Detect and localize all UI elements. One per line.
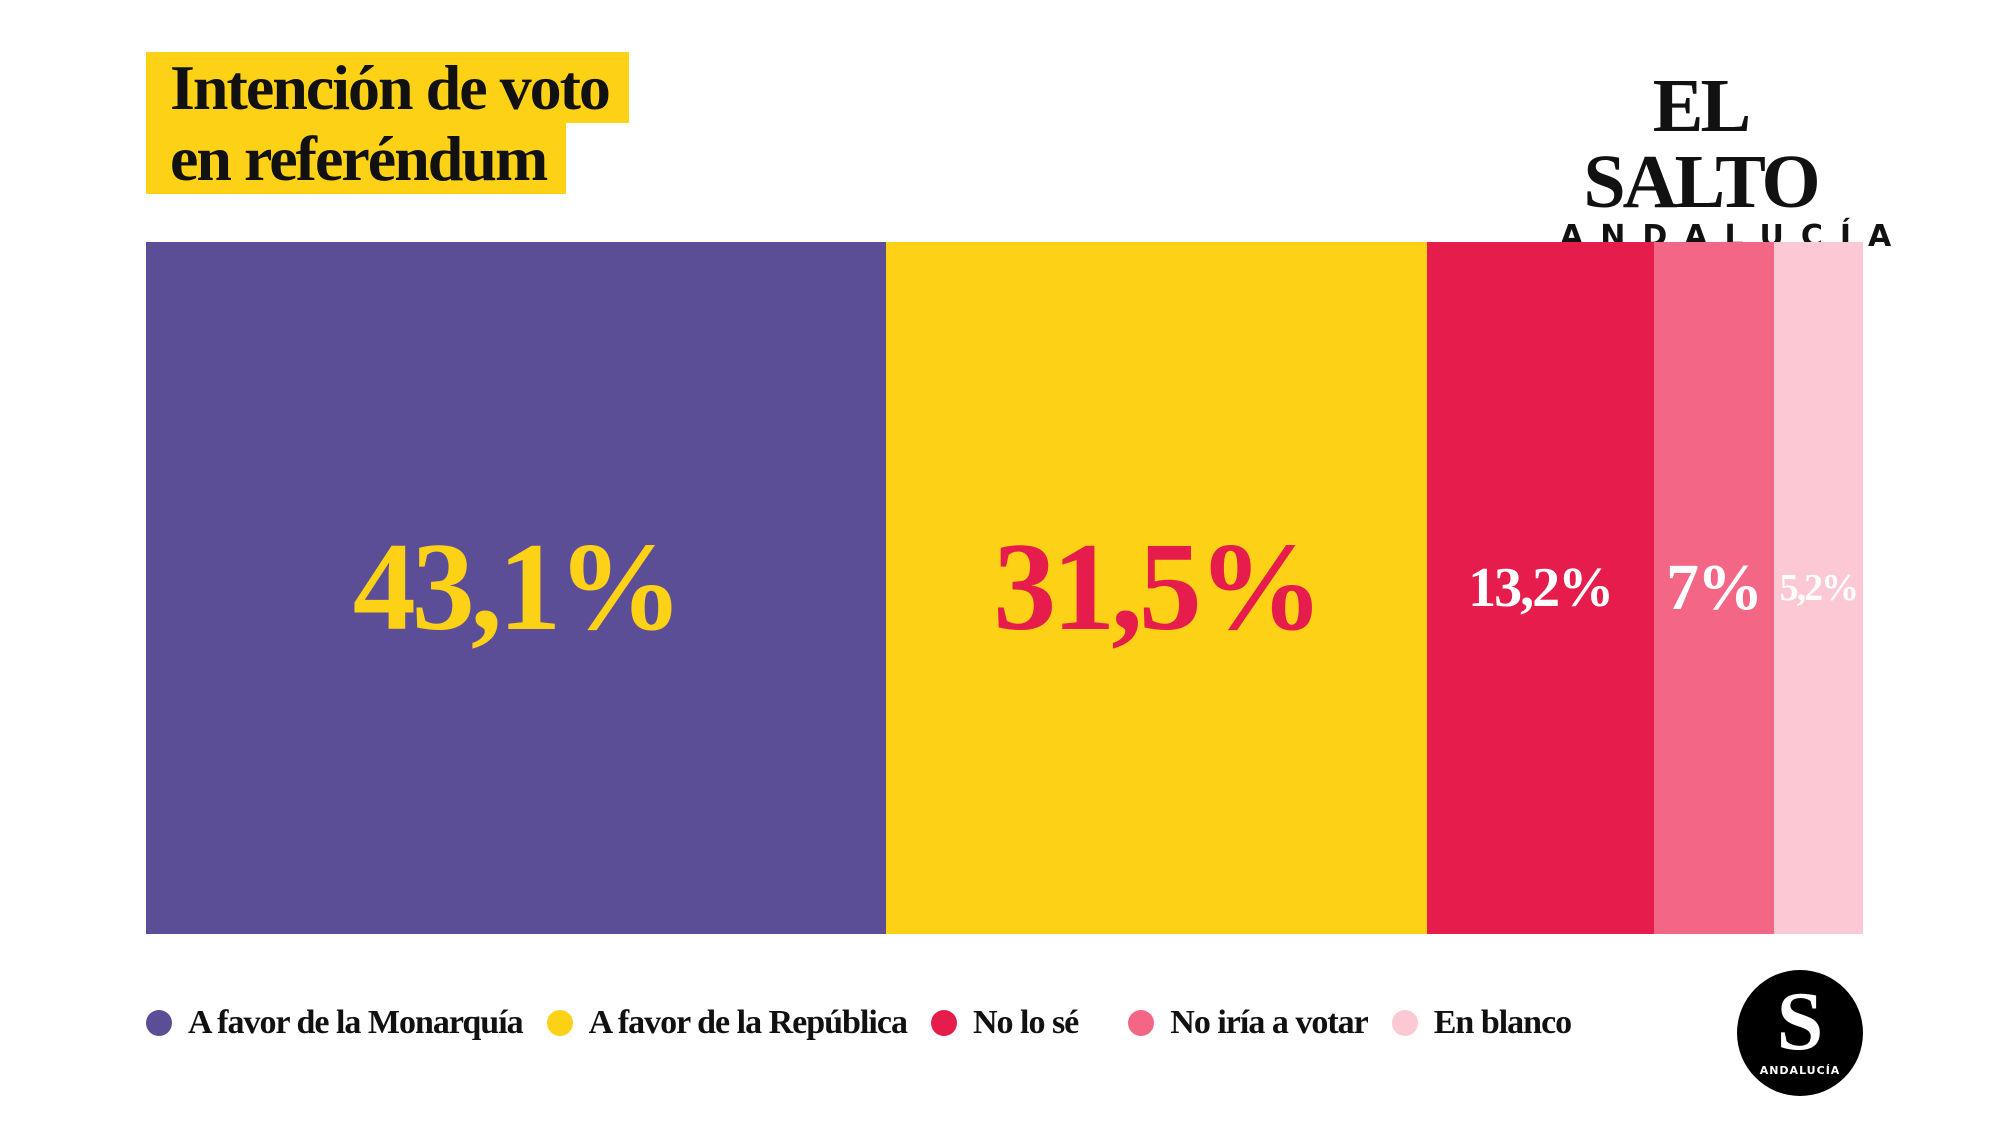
data-label: 43,1% bbox=[352, 518, 683, 657]
legend-dot-icon bbox=[1391, 1010, 1418, 1036]
stacked-bar: 43,1% 31,5% 13,2% 7% 5,2% bbox=[146, 242, 1863, 934]
title-line-2: en referéndum bbox=[146, 123, 567, 194]
bar-segment: 43,1% bbox=[146, 242, 887, 934]
data-label: 31,5% bbox=[993, 518, 1323, 657]
bar-segment: 5,2% bbox=[1773, 242, 1863, 934]
title-line-1: Intención de voto bbox=[146, 52, 629, 123]
legend-label: A favor de la República bbox=[588, 1004, 908, 1041]
legend-label: En blanco bbox=[1433, 1004, 1572, 1041]
brand-name: EL SALTO bbox=[1583, 64, 1820, 224]
badge-letter: S bbox=[1776, 975, 1824, 1068]
legend-label: A favor de la Monarquía bbox=[188, 1004, 524, 1041]
data-label: 13,2% bbox=[1468, 557, 1614, 619]
bar-segment: 31,5% bbox=[886, 242, 1427, 934]
bar-segment: 7% bbox=[1653, 242, 1774, 934]
chart-title: Intención de voto en referéndum bbox=[146, 52, 629, 194]
badge-region: ANDALUCÍA bbox=[1759, 1064, 1841, 1077]
data-label: 5,2% bbox=[1779, 567, 1859, 609]
legend-item: A favor de la Monarquía bbox=[146, 1004, 524, 1042]
legend-item: A favor de la República bbox=[546, 1004, 908, 1042]
legend-label: No iría a votar bbox=[1170, 1004, 1368, 1041]
legend-dot-icon bbox=[546, 1010, 573, 1036]
legend-item: En blanco bbox=[1391, 1004, 1572, 1042]
legend-item: No lo sé bbox=[930, 1004, 1079, 1042]
legend-dot-icon bbox=[930, 1010, 957, 1036]
legend: A favor de la Monarquía A favor de la Rep… bbox=[146, 1000, 1595, 1046]
legend-item: No iría a votar bbox=[1128, 1004, 1369, 1042]
data-label: 7% bbox=[1666, 551, 1763, 624]
s-badge-logo: S ANDALUCÍA bbox=[1737, 970, 1863, 1096]
legend-dot-icon bbox=[146, 1010, 172, 1036]
legend-dot-icon bbox=[1128, 1010, 1155, 1036]
legend-label: No lo sé bbox=[972, 1004, 1079, 1041]
el-salto-logo: EL SALTO ANDALUCÍA bbox=[1538, 64, 1891, 254]
bar-segment: 13,2% bbox=[1426, 242, 1654, 934]
